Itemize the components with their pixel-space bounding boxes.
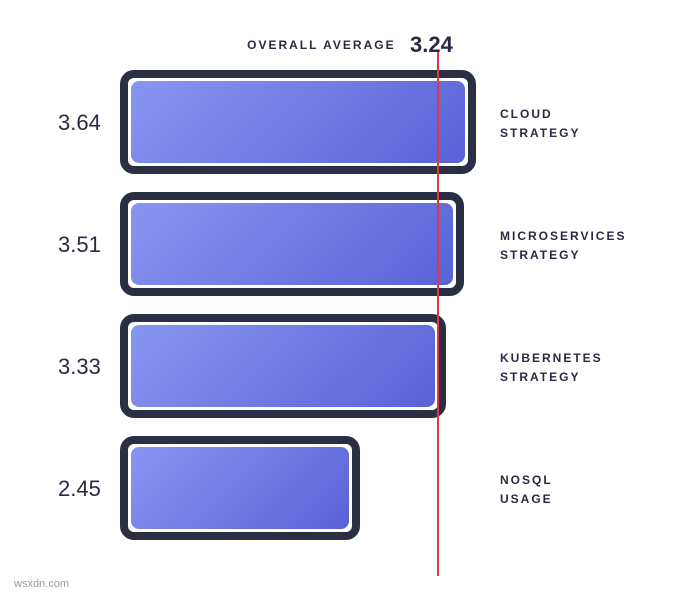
bar-fill: [131, 203, 453, 285]
bar-fill: [131, 447, 349, 529]
bar-row: [120, 314, 470, 418]
bar-label-line2: USAGE: [500, 492, 553, 506]
bar-label-line2: STRATEGY: [500, 126, 580, 140]
bar-label: MICROSERVICES STRATEGY: [500, 227, 626, 264]
bar-label-line1: MICROSERVICES: [500, 229, 626, 243]
bar-fill: [131, 325, 435, 407]
overall-average-label: OVERALL AVERAGE: [247, 38, 395, 52]
bar-label-line1: CLOUD: [500, 107, 553, 121]
bar-row: [120, 436, 470, 540]
bar-label-line2: STRATEGY: [500, 248, 580, 262]
strategy-score-chart: OVERALL AVERAGE 3.24 3.64 3.51 3.33 2.45…: [0, 0, 700, 602]
bar-value: 3.51: [58, 232, 101, 258]
bar-fill: [131, 81, 465, 163]
bar-value: 3.33: [58, 354, 101, 380]
overall-average-value: 3.24: [410, 32, 453, 58]
bar-label: NOSQL USAGE: [500, 471, 553, 508]
bars-area: [120, 70, 470, 570]
bar-row: [120, 192, 470, 296]
overall-average-line: [437, 52, 439, 576]
chart-header: OVERALL AVERAGE 3.24: [0, 32, 700, 58]
bar-label: KUBERNETES STRATEGY: [500, 349, 603, 386]
bar-value: 3.64: [58, 110, 101, 136]
bar-value: 2.45: [58, 476, 101, 502]
bar-label: CLOUD STRATEGY: [500, 105, 580, 142]
bar-label-line1: KUBERNETES: [500, 351, 603, 365]
bar-label-line2: STRATEGY: [500, 370, 580, 384]
watermark-text: wsxdn.com: [14, 578, 69, 590]
bar-row: [120, 70, 470, 174]
bar-label-line1: NOSQL: [500, 473, 553, 487]
